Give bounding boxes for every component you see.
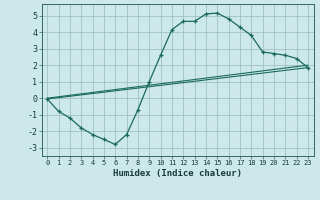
X-axis label: Humidex (Indice chaleur): Humidex (Indice chaleur) xyxy=(113,169,242,178)
